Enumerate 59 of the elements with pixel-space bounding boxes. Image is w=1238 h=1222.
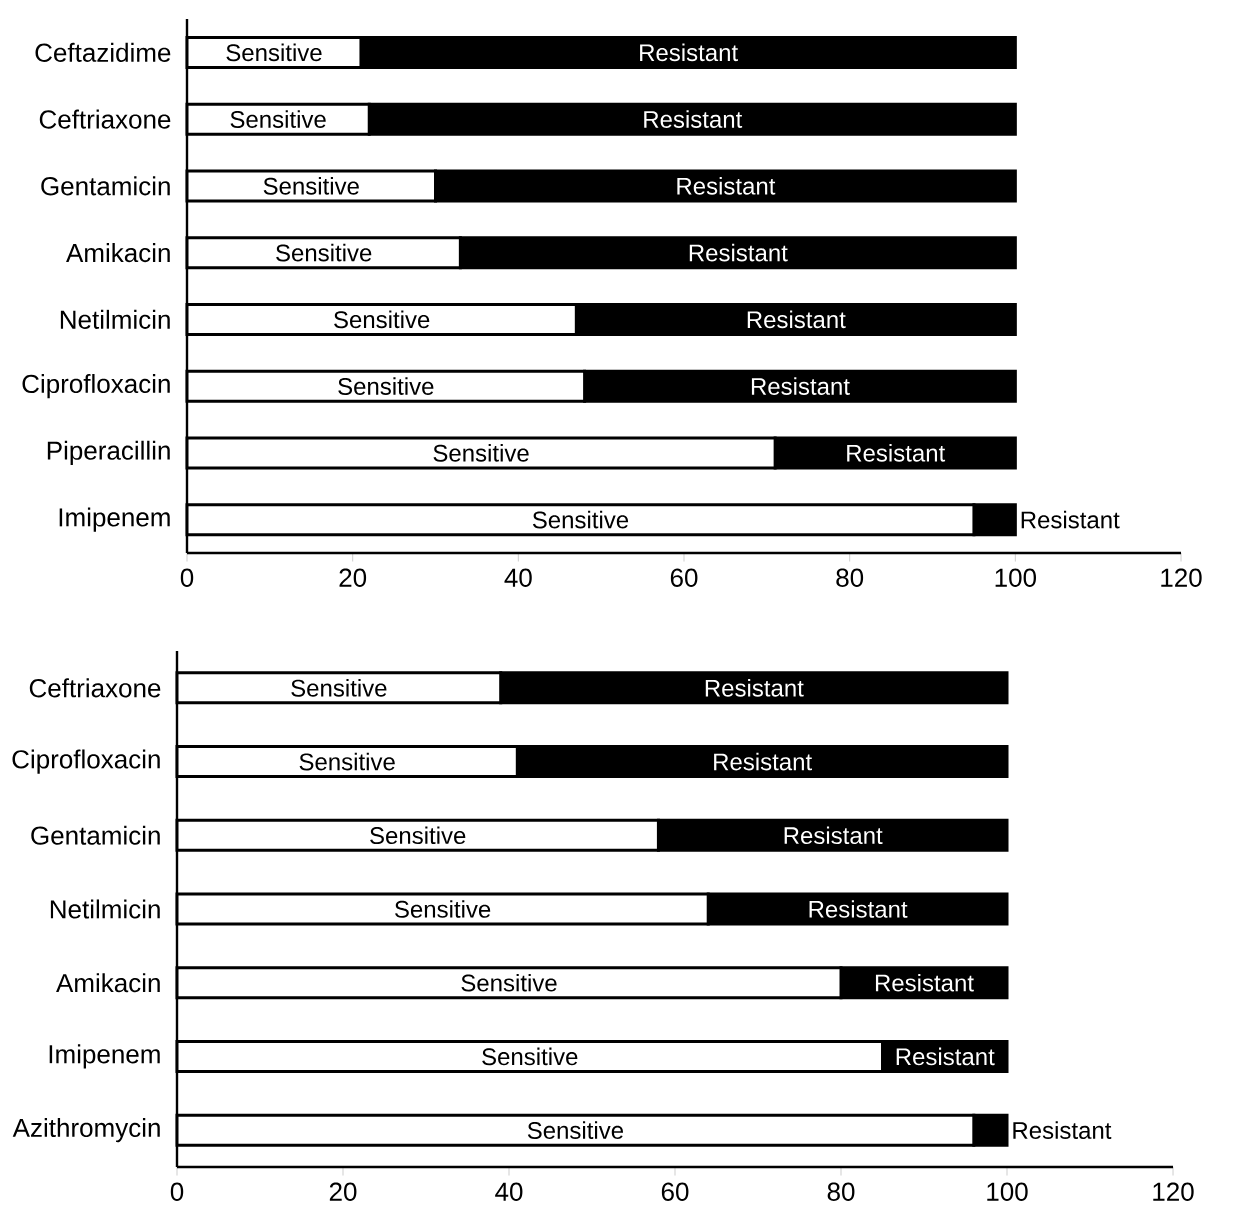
text: Resistant — [1021, 510, 1120, 529]
text: Sensitive — [433, 444, 529, 462]
text: Resistant — [640, 43, 738, 62]
text: Resistant — [875, 973, 974, 992]
y-tick-label: Ceftriaxone — [39, 109, 171, 129]
x-tick-label: 60 — [670, 568, 698, 587]
x-tick-label: 80 — [836, 568, 864, 587]
text: Sensitive — [230, 110, 326, 128]
text: Sensitive — [299, 752, 395, 771]
series-label: Resistant — [896, 1047, 995, 1066]
text: Resistant — [677, 177, 776, 195]
x-tick-label: 80 — [827, 1182, 855, 1201]
text: Sensitive — [338, 377, 434, 395]
x-tick-label: 20 — [329, 1182, 357, 1201]
y-tick-label: Amikacin — [56, 973, 160, 993]
text: Resistant — [705, 679, 804, 697]
y-tick-label: Gentamicin — [31, 825, 160, 845]
text: Resistant — [747, 310, 846, 329]
x-tick-label: 100 — [987, 1182, 1028, 1201]
y-tick-label: Imipenem — [49, 1044, 160, 1069]
x-tick-label: 100 — [995, 568, 1036, 587]
y-tick-label: Azithromycin — [12, 1118, 160, 1143]
text: Sensitive — [334, 310, 430, 329]
text: Sensitive — [395, 900, 491, 918]
text: Sensitive — [527, 1121, 624, 1139]
text: Sensitive — [291, 679, 387, 697]
y-tick-label: Netilmicin — [60, 309, 170, 329]
x-tick-label: 40 — [495, 1182, 523, 1201]
y-tick-label: Ciprofloxacin — [22, 374, 170, 399]
text: Sensitive — [263, 177, 359, 195]
series-label: Sensitive — [482, 1047, 578, 1066]
text: Sensitive — [461, 973, 557, 992]
x-tick-label: 0 — [170, 1182, 184, 1201]
x-tick-label: 40 — [504, 568, 532, 587]
x-tick-label: 120 — [1153, 1182, 1194, 1201]
text: Resistant — [809, 900, 908, 918]
x-tick-label: 60 — [661, 1182, 689, 1201]
text: Sensitive — [226, 43, 322, 62]
text: Resistant — [644, 110, 743, 128]
x-tick-label: 120 — [1161, 568, 1202, 587]
y-tick-label: Amikacin — [66, 243, 170, 263]
text: Resistant — [784, 826, 883, 845]
text: Sensitive — [276, 243, 372, 262]
series-label: Resistant — [689, 243, 788, 262]
y-tick-label: Imipenem — [59, 507, 170, 532]
y-tick-label: Piperacillin — [47, 440, 170, 465]
x-tick-label: 0 — [180, 568, 194, 587]
y-tick-label: Netilmicin — [50, 899, 160, 919]
text: Resistant — [1013, 1121, 1112, 1139]
text: Sensitive — [370, 826, 466, 845]
y-tick-label: Ciprofloxacin — [12, 749, 160, 774]
y-tick-label: Ceftriaxone — [29, 678, 161, 698]
text: Resistant — [847, 444, 946, 462]
text: Resistant — [751, 377, 850, 395]
y-tick-label: Gentamicin — [41, 176, 170, 196]
series-label: Sensitive — [532, 510, 629, 529]
x-tick-label: 20 — [339, 568, 367, 587]
text: Resistant — [714, 752, 812, 771]
y-tick-label: Ceftazidime — [35, 42, 171, 62]
